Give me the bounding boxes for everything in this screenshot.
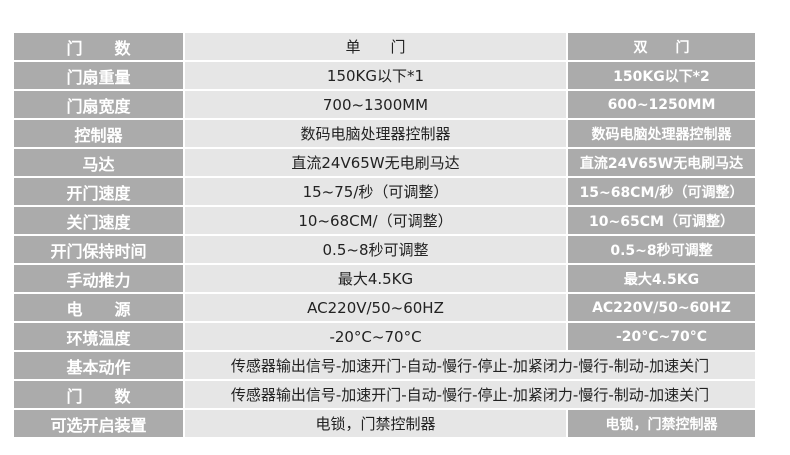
table-row: 手动推力 最大4.5KG 最大4.5KG xyxy=(12,263,757,294)
row-label: 马达 xyxy=(12,147,185,178)
double-door-value: 150KG以下*2 xyxy=(566,60,757,91)
single-door-value: 700~1300MM xyxy=(183,89,568,120)
table-row: 电 源 AC220V/50~60HZ AC220V/50~60HZ xyxy=(12,292,757,323)
double-door-value: AC220V/50~60HZ xyxy=(566,292,757,323)
shared-value: 传感器输出信号-加速开门-自动-慢行-停止-加紧闭力-慢行-制动-加速关门 xyxy=(183,350,757,381)
table-row: 门 数传感器输出信号-加速开门-自动-慢行-停止-加紧闭力-慢行-制动-加速关门 xyxy=(12,379,757,410)
single-door-value: 10~68CM/（可调整） xyxy=(183,205,568,236)
single-door-value: 直流24V65W无电刷马达 xyxy=(183,147,568,178)
double-door-value: 直流24V65W无电刷马达 xyxy=(566,147,757,178)
row-label: 门 数 xyxy=(12,379,185,410)
single-door-value: 数码电脑处理器控制器 xyxy=(183,118,568,149)
double-door-value: 10~65CM（可调整） xyxy=(566,205,757,236)
table-row: 可选开启装置 电锁，门禁控制器 电锁，门禁控制器 xyxy=(12,408,757,439)
double-door-value: 双 门 xyxy=(566,31,757,62)
table-row: 马达 直流24V65W无电刷马达 直流24V65W无电刷马达 xyxy=(12,147,757,178)
single-door-value: 150KG以下*1 xyxy=(183,60,568,91)
row-label: 手动推力 xyxy=(12,263,185,294)
single-door-value: 电锁，门禁控制器 xyxy=(183,408,568,439)
table-row: 门扇重量 150KG以下*1 150KG以下*2 xyxy=(12,60,757,91)
double-door-value: 0.5~8秒可调整 xyxy=(566,234,757,265)
double-door-value: 600~1250MM xyxy=(566,89,757,120)
row-label: 门扇宽度 xyxy=(12,89,185,120)
single-door-value: 单 门 xyxy=(183,31,568,62)
single-door-value: 0.5~8秒可调整 xyxy=(183,234,568,265)
row-label: 控制器 xyxy=(12,118,185,149)
table-row: 基本动作 传感器输出信号-加速开门-自动-慢行-停止-加紧闭力-慢行-制动-加速关… xyxy=(12,350,757,381)
single-door-value: 最大4.5KG xyxy=(183,263,568,294)
double-door-value: 15~68CM/秒（可调整） xyxy=(566,176,757,207)
single-door-value: -20°C~70°C xyxy=(183,321,568,352)
row-label: 基本动作 xyxy=(12,350,185,381)
row-label: 开门速度 xyxy=(12,176,185,207)
table-row: 环境温度 -20°C~70°C -20°C~70°C xyxy=(12,321,757,352)
double-door-value: 数码电脑处理器控制器 xyxy=(566,118,757,149)
row-label: 环境温度 xyxy=(12,321,185,352)
table-row: 门 数单 门双 门 xyxy=(12,31,757,62)
table-row: 开门速度 15~75/秒（可调整） 15~68CM/秒（可调整） xyxy=(12,176,757,207)
table-row: 控制器 数码电脑处理器控制器 数码电脑处理器控制器 xyxy=(12,118,757,149)
double-door-value: 最大4.5KG xyxy=(566,263,757,294)
single-door-value: AC220V/50~60HZ xyxy=(183,292,568,323)
row-label: 电 源 xyxy=(12,292,185,323)
double-door-value: 电锁，门禁控制器 xyxy=(566,408,757,439)
single-door-value: 15~75/秒（可调整） xyxy=(183,176,568,207)
shared-value: 传感器输出信号-加速开门-自动-慢行-停止-加紧闭力-慢行-制动-加速关门 xyxy=(183,379,757,410)
double-door-value: -20°C~70°C xyxy=(566,321,757,352)
table-row: 关门速度 10~68CM/（可调整） 10~65CM（可调整） xyxy=(12,205,757,236)
row-label: 关门速度 xyxy=(12,205,185,236)
row-label: 可选开启装置 xyxy=(12,408,185,439)
table-row: 开门保持时间 0.5~8秒可调整 0.5~8秒可调整 xyxy=(12,234,757,265)
row-label: 开门保持时间 xyxy=(12,234,185,265)
row-label: 门 数 xyxy=(12,31,185,62)
table-row: 门扇宽度 700~1300MM 600~1250MM xyxy=(12,89,757,120)
row-label: 门扇重量 xyxy=(12,60,185,91)
spec-table: 门 数单 门双 门门扇重量 150KG以下*1 150KG以下*2 门扇宽度 700~1… xyxy=(12,31,757,439)
